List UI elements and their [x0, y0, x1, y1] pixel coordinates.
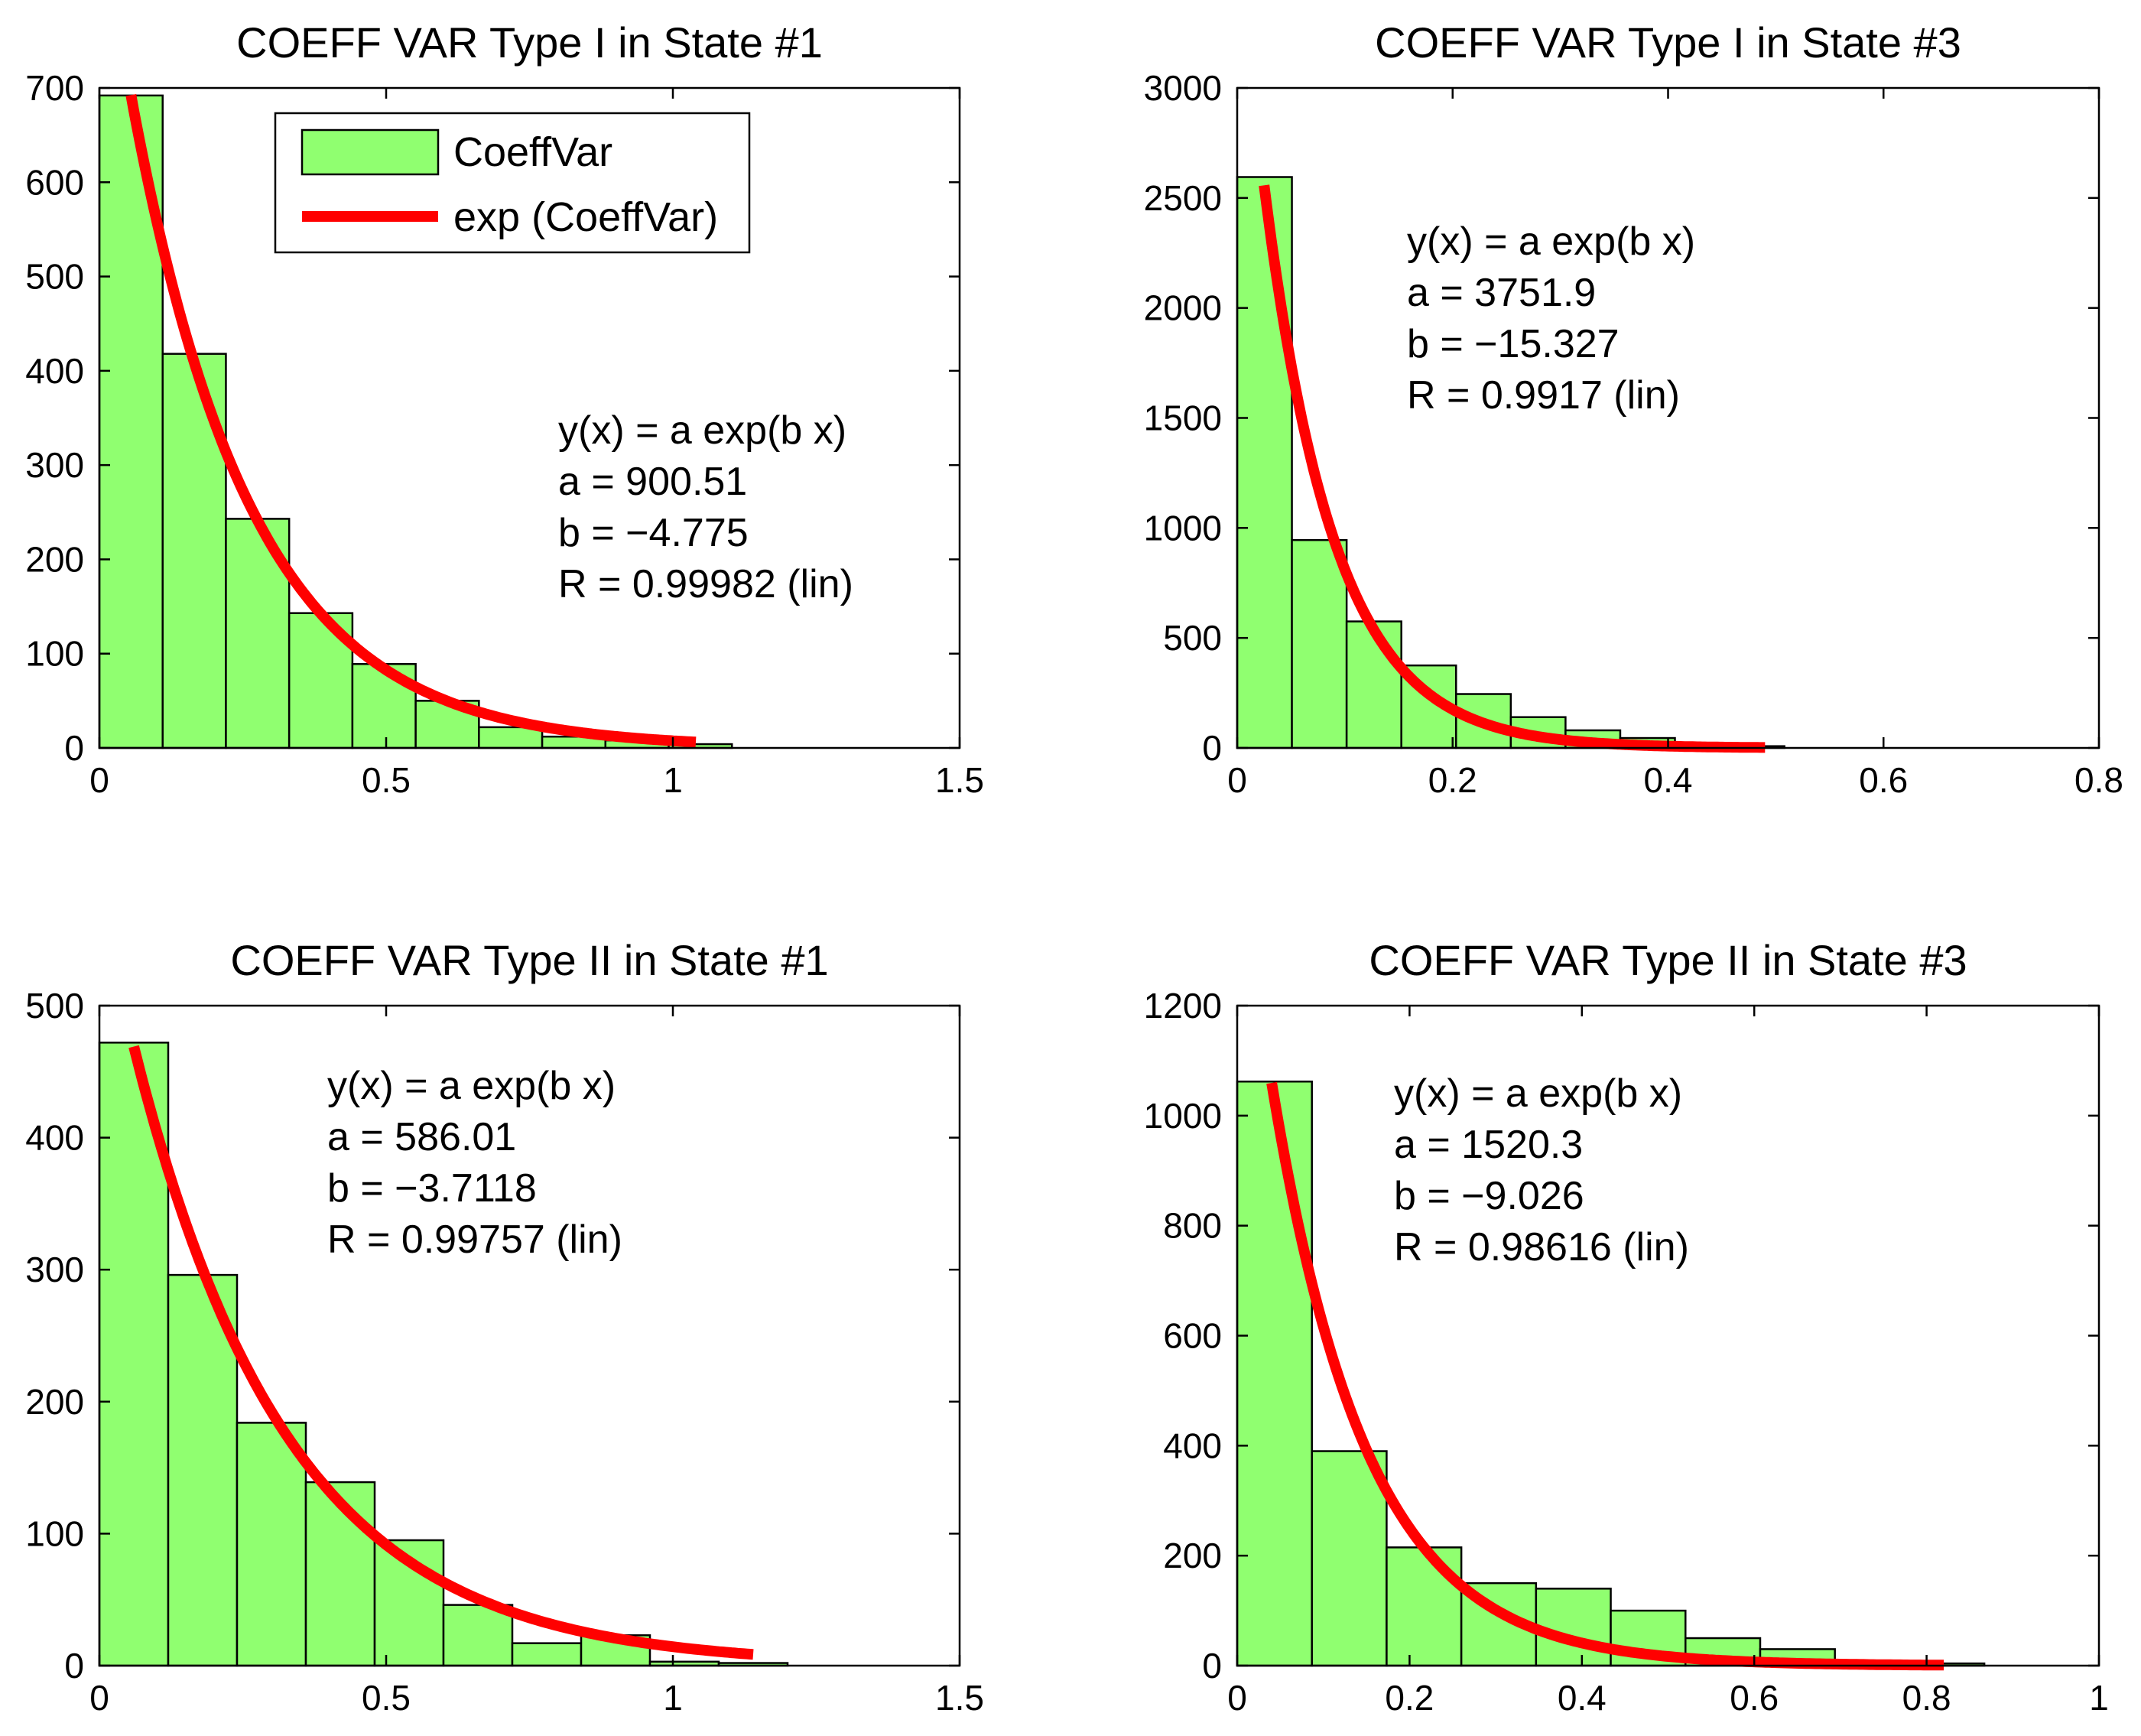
y-tick-label: 700: [25, 68, 84, 108]
y-tick-label: 600: [25, 162, 84, 202]
fit-annotation-line: y(x) = a exp(b x): [327, 1064, 616, 1108]
fit-annotation-line: a = 3751.9: [1407, 271, 1596, 315]
chart-title: COEFF VAR Type II in State #1: [230, 936, 828, 984]
y-tick-label: 500: [25, 257, 84, 297]
fit-annotation-line: y(x) = a exp(b x): [1394, 1071, 1682, 1116]
axes-box: [98, 86, 961, 749]
legend-bar-swatch: [301, 128, 440, 176]
x-tick-label: 0.8: [1902, 1678, 1951, 1718]
y-tick-label: 200: [1163, 1536, 1222, 1575]
histogram-bar: [236, 1422, 307, 1667]
x-tick-label: 0.4: [1558, 1678, 1607, 1718]
chart-title: COEFF VAR Type II in State #3: [1369, 936, 1967, 984]
histogram-bar: [442, 1604, 514, 1667]
legend-fit-label: exp (CoeffVar): [453, 194, 718, 240]
fit-annotation-line: R = 0.9917 (lin): [1407, 373, 1680, 418]
x-tick-label: 0.4: [1644, 760, 1693, 800]
fit-annotation-line: b = −3.7118: [327, 1166, 537, 1211]
y-tick-label: 500: [25, 986, 84, 1026]
y-tick-label: 0: [64, 1646, 84, 1686]
y-tick-label: 0: [64, 728, 84, 768]
x-tick-label: 0.2: [1385, 1678, 1434, 1718]
x-tick-label: 0.6: [1730, 1678, 1779, 1718]
histogram-bar: [1386, 1546, 1463, 1667]
y-tick-label: 0: [1202, 728, 1222, 768]
fit-annotation-line: a = 586.01: [327, 1115, 516, 1159]
y-tick-label: 100: [25, 1513, 84, 1553]
chart-panel-2: COEFF VAR Type I in State #3 0 0.2 0.4 0.6 0.…: [1144, 18, 2123, 800]
histogram-bar: [1291, 538, 1348, 749]
fit-annotation-line: y(x) = a exp(b x): [558, 408, 846, 453]
axes-box: [98, 1004, 961, 1667]
histogram-bar: [1236, 176, 1293, 749]
y-tick-label: 400: [25, 351, 84, 391]
x-tick-label: 0: [89, 1678, 109, 1718]
fit-annotation-line: a = 900.51: [558, 460, 747, 504]
chart-panel-4: COEFF VAR Type II in State #3 0 0.2 0.4 0.6 0…: [1144, 936, 2109, 1718]
fit-annotation-line: b = −15.327: [1407, 322, 1620, 366]
y-tick-label: 1500: [1144, 398, 1222, 438]
y-tick-label: 2500: [1144, 178, 1222, 218]
y-tick-label: 1000: [1144, 1096, 1222, 1136]
exp-fit-curve: [1266, 1081, 1946, 1671]
x-tick-label: 1.5: [935, 1678, 984, 1718]
x-tick-label: 0: [1227, 760, 1247, 800]
histogram-bar: [1535, 1588, 1612, 1667]
chart-panel-3: COEFF VAR Type II in State #1 0 0.5 1 1.5 0 10…: [25, 936, 984, 1718]
chart-panel-1: COEFF VAR Type I in State #1 0 0.5 1 1.5 0 100…: [25, 18, 984, 800]
y-tick-label: 500: [1163, 618, 1222, 658]
x-tick-label: 0.8: [2074, 760, 2123, 800]
x-tick-label: 0: [1227, 1678, 1247, 1718]
y-tick-label: 300: [25, 445, 84, 485]
histogram-bar: [304, 1481, 376, 1667]
y-tick-label: 3000: [1144, 68, 1222, 108]
y-tick-label: 0: [1202, 1646, 1222, 1686]
histogram-bar: [1345, 620, 1402, 749]
x-tick-label: 1: [2089, 1678, 2109, 1718]
y-tick-label: 300: [25, 1250, 84, 1289]
fit-annotation-line: y(x) = a exp(b x): [1407, 219, 1695, 264]
y-tick-label: 200: [25, 1382, 84, 1422]
histogram-bar: [511, 1642, 583, 1667]
fit-annotation-line: R = 0.99982 (lin): [558, 562, 853, 606]
x-tick-label: 0.5: [362, 760, 411, 800]
histogram-bar: [1311, 1450, 1388, 1667]
histogram-bar: [1236, 1080, 1313, 1667]
fit-annotation-line: b = −4.775: [558, 511, 749, 555]
exp-fit-curve: [1259, 184, 1768, 753]
y-tick-label: 400: [25, 1118, 84, 1158]
y-tick-label: 600: [1163, 1316, 1222, 1356]
x-tick-label: 0: [89, 760, 109, 800]
x-tick-label: 0.6: [1859, 760, 1908, 800]
legend-bar-label: CoeffVar: [453, 129, 612, 175]
fit-annotation-line: a = 1520.3: [1394, 1123, 1583, 1167]
x-tick-label: 1: [663, 1678, 683, 1718]
fit-annotation-line: R = 0.98616 (lin): [1394, 1225, 1689, 1269]
x-tick-label: 0.5: [362, 1678, 411, 1718]
y-tick-label: 400: [1163, 1426, 1222, 1465]
y-tick-label: 1000: [1144, 508, 1222, 548]
y-tick-label: 800: [1163, 1206, 1222, 1246]
chart-title: COEFF VAR Type I in State #3: [1375, 18, 1961, 67]
y-tick-label: 100: [25, 634, 84, 674]
y-tick-label: 1200: [1144, 986, 1222, 1026]
chart-title: COEFF VAR Type I in State #1: [236, 18, 823, 67]
exp-fit-curve: [128, 1045, 755, 1660]
y-tick-label: 2000: [1144, 288, 1222, 328]
fit-annotation-line: R = 0.99757 (lin): [327, 1217, 622, 1262]
x-tick-label: 1.5: [935, 760, 984, 800]
fit-annotation-line: b = −9.026: [1394, 1174, 1584, 1218]
y-tick-label: 200: [25, 539, 84, 579]
x-tick-label: 1: [663, 760, 683, 800]
legend: CoeffVar exp (CoeffVar): [274, 112, 751, 254]
x-tick-label: 0.2: [1428, 760, 1477, 800]
exp-fit-curve: [125, 93, 699, 748]
